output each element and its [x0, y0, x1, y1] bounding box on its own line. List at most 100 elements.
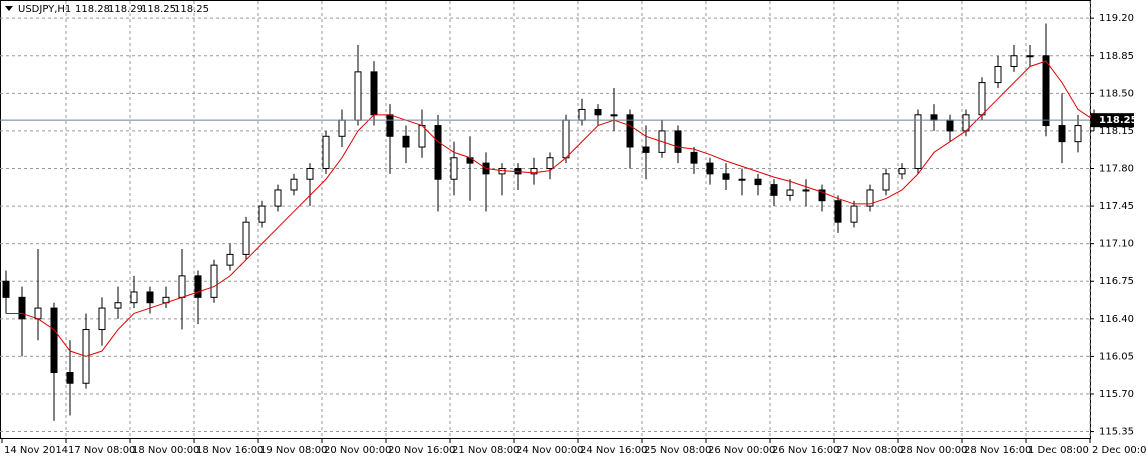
- candle-body: [290, 178, 298, 191]
- x-tick-label: 1 Dec 08:00: [1028, 445, 1089, 456]
- candle-body: [754, 178, 762, 186]
- candle-body: [1026, 55, 1034, 58]
- candle-body: [98, 307, 106, 331]
- x-tick-label: 27 Nov 08:00: [836, 445, 903, 456]
- candle-body: [850, 205, 858, 223]
- header-value: 118.25: [141, 4, 176, 15]
- candle-body: [898, 167, 906, 175]
- x-tick-label: 17 Nov 08:00: [68, 445, 135, 456]
- candle-body: [818, 189, 826, 202]
- candle-body: [114, 302, 122, 309]
- candle-body: [306, 167, 314, 180]
- plot-frame: [0, 0, 1091, 439]
- candle-body: [242, 221, 250, 255]
- x-tick-label: 21 Nov 08:00: [452, 445, 519, 456]
- x-tick-label: 18 Nov 16:00: [196, 445, 263, 456]
- x-tick-label: 14 Nov 2014: [4, 445, 68, 456]
- y-tick-label: 117.80: [1099, 163, 1134, 174]
- candle-body: [930, 114, 938, 121]
- header: USDJPY,H1 118.28 118.29 118.25 118.25: [18, 4, 209, 15]
- candle-body: [994, 65, 1002, 84]
- y-tick-label: 118.85: [1099, 51, 1134, 62]
- candle-body: [594, 108, 602, 116]
- candle-body: [642, 146, 650, 153]
- candle-body: [626, 114, 634, 148]
- y-tick-label: 118.15: [1099, 126, 1134, 137]
- candle-body: [194, 275, 202, 298]
- y-tick-label: 116.05: [1099, 351, 1134, 362]
- candle-body: [530, 167, 538, 175]
- x-tick-label: 25 Nov 08:00: [644, 445, 711, 456]
- chart-title: USDJPY,H1: [18, 4, 71, 15]
- candle-body: [690, 151, 698, 164]
- header-value: 118.28: [75, 4, 110, 15]
- candle-body: [882, 173, 890, 191]
- y-tick-label: 118.50: [1099, 88, 1134, 99]
- candle-body: [1058, 125, 1066, 143]
- x-tick-label: 28 Nov 16:00: [964, 445, 1031, 456]
- candle-body: [50, 307, 58, 374]
- x-tick-label: 24 Nov 16:00: [580, 445, 647, 456]
- x-tick-label: 26 Nov 16:00: [772, 445, 839, 456]
- x-tick-label: 24 Nov 00:00: [516, 445, 583, 456]
- candle-body: [914, 114, 922, 169]
- candle-body: [322, 135, 330, 169]
- candle-body: [2, 280, 10, 298]
- candle-body: [1074, 125, 1082, 143]
- candle-body: [1042, 55, 1050, 127]
- price-label-box: [1091, 113, 1134, 128]
- candle-body: [674, 130, 682, 153]
- candle-body: [274, 189, 282, 207]
- header-value: 118.25: [174, 4, 209, 15]
- candle-body: [18, 296, 26, 320]
- candle-body: [946, 119, 954, 132]
- candle-body: [866, 189, 874, 207]
- y-tick-label: 115.35: [1099, 427, 1134, 438]
- candle-body: [418, 125, 426, 148]
- y-tick-label: 116.40: [1099, 314, 1134, 325]
- y-tick-label: 116.75: [1099, 276, 1134, 287]
- candle-body: [146, 291, 154, 304]
- candle-body: [578, 108, 586, 121]
- candle-body: [706, 162, 714, 175]
- candle-body: [978, 82, 986, 116]
- candle-body: [338, 119, 346, 137]
- candle-body: [610, 114, 618, 117]
- candle-body: [834, 200, 842, 223]
- candle-body: [770, 184, 778, 196]
- moving-average: [6, 60, 1095, 357]
- candle-body: [450, 157, 458, 180]
- candle-body: [66, 372, 74, 384]
- candle-body: [434, 125, 442, 180]
- candle-body: [210, 264, 218, 298]
- candle-body: [226, 253, 234, 266]
- y-tick-label: 119.20: [1099, 13, 1134, 24]
- x-tick-label: 20 Nov 16:00: [388, 445, 455, 456]
- header-arrow: [5, 6, 13, 11]
- candle-body: [722, 173, 730, 180]
- y-tick-label: 115.70: [1099, 389, 1134, 400]
- candle-body: [1010, 55, 1018, 67]
- candle-body: [370, 71, 378, 116]
- x-tick-label: 28 Nov 00:00: [900, 445, 967, 456]
- candle-body: [466, 157, 474, 164]
- candle-body: [738, 178, 746, 181]
- x-tick-label: 2 Dec 00:00: [1092, 445, 1147, 456]
- candle-body: [786, 189, 794, 196]
- candle-body: [402, 135, 410, 148]
- candle-body: [802, 189, 810, 192]
- x-tick-label: 19 Nov 08:00: [260, 445, 327, 456]
- candle-body: [354, 71, 362, 121]
- price-label: 118.25: [1099, 115, 1138, 126]
- x-tick-label: 26 Nov 00:00: [708, 445, 775, 456]
- candle-body: [178, 275, 186, 298]
- x-tick-label: 20 Nov 00:00: [324, 445, 391, 456]
- candle-body: [546, 157, 554, 169]
- candle-body: [34, 307, 42, 320]
- y-tick-label: 117.45: [1099, 201, 1134, 212]
- candle-body: [562, 119, 570, 159]
- x-tick-label: 18 Nov 00:00: [132, 445, 199, 456]
- header-value: 118.29: [108, 4, 143, 15]
- candle-body: [386, 114, 394, 137]
